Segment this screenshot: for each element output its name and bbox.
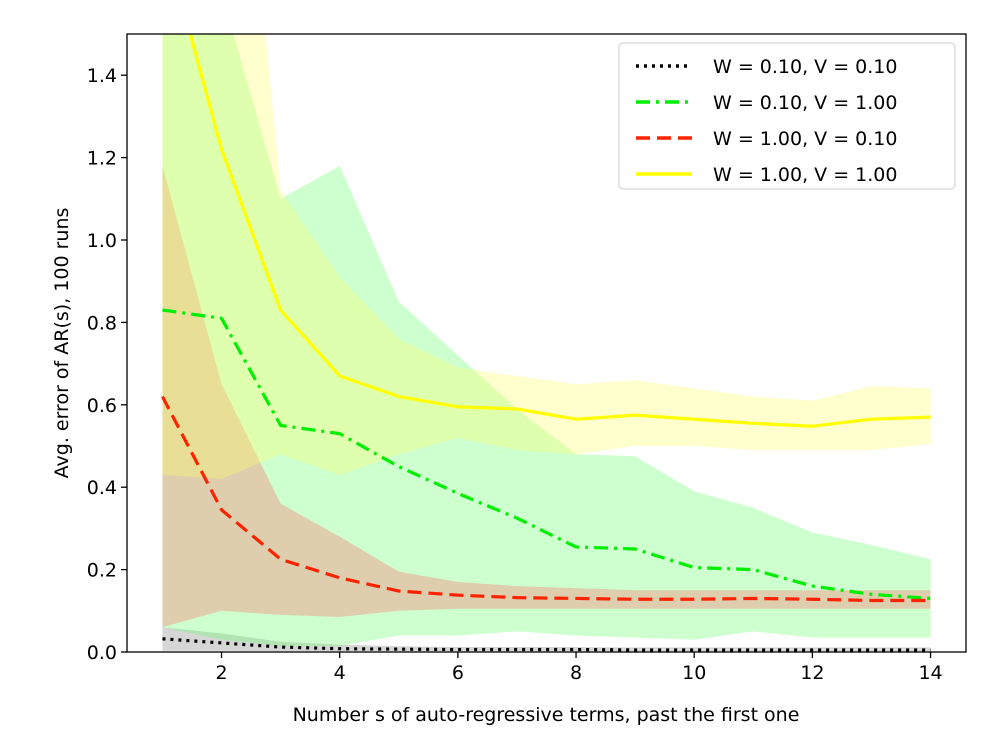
x-tick-label: 10	[682, 662, 706, 684]
series-line-2	[162, 308, 931, 601]
confidence-bands	[162, 34, 931, 652]
legend: W = 0.10, V = 0.10 W = 0.10, V = 1.00 W = …	[618, 42, 956, 190]
legend-label-1: W = 0.10, V = 0.10	[713, 56, 897, 78]
x-tick-label: 2	[215, 662, 227, 684]
x-axis-label: Number s of auto-regressive terms, past …	[293, 704, 800, 726]
confidence-band-2	[162, 34, 931, 646]
plot-area-frame	[126, 33, 967, 653]
x-axis-ticks: 2 4 6 8 10 12 14	[215, 652, 943, 684]
confidence-band-1	[162, 627, 931, 652]
y-axis-ticks: 0.0 0.2 0.4 0.6 0.8 1.0 1.2 1.4	[87, 65, 127, 664]
y-tick-label: 1.4	[87, 65, 117, 87]
confidence-band-3	[162, 165, 931, 628]
x-tick-label: 12	[800, 662, 824, 684]
y-tick-label: 1.2	[87, 148, 117, 170]
series-line-1	[162, 637, 931, 652]
x-tick-label: 6	[452, 662, 464, 684]
series-line-3	[161, 395, 931, 603]
series-line-4	[188, 34, 931, 428]
y-tick-label: 1.0	[87, 230, 117, 252]
y-tick-label: 0.6	[87, 395, 117, 417]
confidence-band-4	[162, 34, 931, 479]
y-tick-label: 0.4	[87, 477, 117, 499]
x-tick-label: 8	[570, 662, 582, 684]
y-tick-label: 0.2	[87, 560, 117, 582]
legend-label-4: W = 1.00, V = 1.00	[713, 164, 897, 186]
x-tick-label: 4	[334, 662, 346, 684]
legend-box	[618, 42, 956, 190]
legend-label-2: W = 0.10, V = 1.00	[713, 92, 897, 114]
series-lines	[161, 34, 931, 652]
y-axis-label: Avg. error of AR(s), 100 runs	[51, 208, 73, 479]
y-tick-label: 0.8	[87, 312, 117, 334]
y-tick-label: 0.0	[87, 642, 117, 664]
legend-label-3: W = 1.00, V = 0.10	[713, 128, 897, 150]
x-tick-label: 14	[918, 662, 942, 684]
